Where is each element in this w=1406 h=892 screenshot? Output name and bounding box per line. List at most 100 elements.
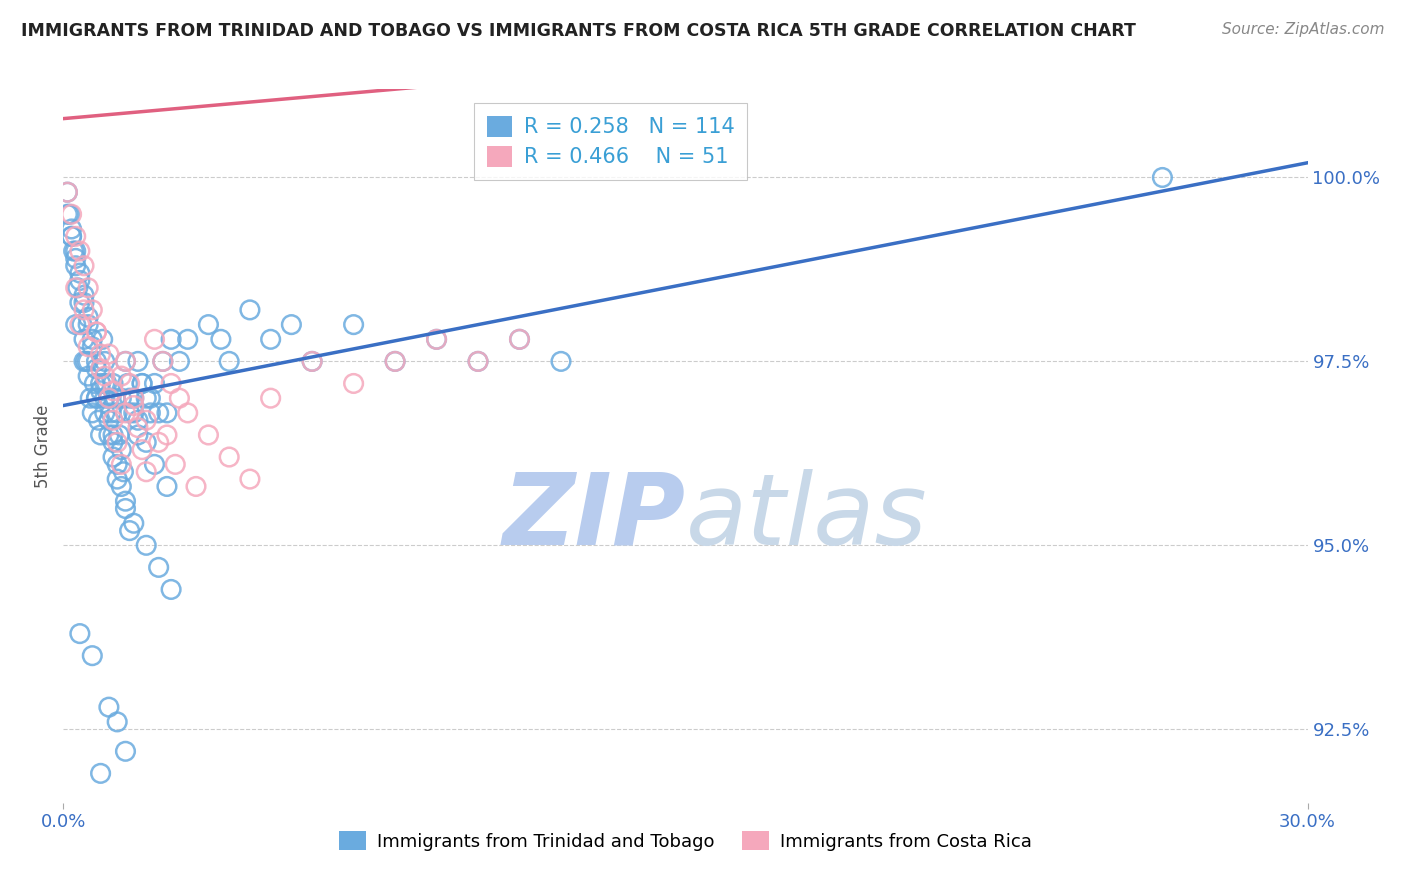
Point (105, 714, 128, 729)
Point (60, 207, 83, 221)
Text: IMMIGRANTS FROM TRINIDAD AND TOBAGO VS IMMIGRANTS FROM COSTA RICA 5TH GRADE CORR: IMMIGRANTS FROM TRINIDAD AND TOBAGO VS I… (21, 22, 1136, 40)
Point (82, 406, 104, 420)
Point (97, 700, 120, 714)
Point (83, 376, 105, 391)
Point (177, 332, 200, 346)
Point (131, 442, 153, 457)
Point (90, 384, 112, 398)
Point (301, 354, 323, 368)
Point (60, 229, 83, 244)
Point (65, 244, 87, 258)
Point (110, 391, 132, 405)
Point (467, 354, 489, 368)
Point (114, 744, 136, 758)
Point (197, 318, 219, 332)
Point (143, 458, 166, 472)
Point (160, 582, 183, 597)
Point (73, 259, 96, 273)
Point (160, 376, 183, 391)
Point (117, 376, 139, 391)
Point (105, 406, 128, 420)
Point (139, 391, 162, 405)
Point (127, 354, 149, 368)
Point (122, 516, 145, 531)
Point (65, 281, 87, 295)
Point (209, 332, 232, 346)
Point (69, 266, 91, 280)
Point (184, 479, 207, 493)
Point (110, 479, 132, 493)
Point (77, 354, 100, 368)
Point (131, 376, 153, 391)
Point (101, 413, 124, 427)
Point (239, 472, 262, 486)
Point (77, 340, 100, 354)
Point (118, 406, 141, 420)
Point (260, 332, 283, 346)
Point (86, 325, 108, 339)
Point (65, 229, 87, 244)
Text: ZIP: ZIP (502, 469, 686, 566)
Point (82, 648, 104, 663)
Point (114, 354, 136, 368)
Point (86, 391, 108, 405)
Point (135, 435, 157, 450)
Point (384, 354, 406, 368)
Point (114, 354, 136, 368)
Point (343, 318, 366, 332)
Point (131, 376, 153, 391)
Point (550, 354, 572, 368)
Point (177, 406, 200, 420)
Point (509, 332, 531, 346)
Point (169, 354, 191, 368)
Point (105, 458, 128, 472)
Point (77, 281, 100, 295)
Point (87, 413, 110, 427)
Point (135, 413, 157, 427)
Point (122, 391, 145, 405)
Point (73, 302, 96, 317)
Point (86, 325, 108, 339)
Point (60, 229, 83, 244)
Point (118, 376, 141, 391)
Point (101, 428, 124, 442)
Point (56, 185, 79, 199)
Point (97, 413, 120, 427)
Point (509, 332, 531, 346)
Point (75, 354, 97, 368)
Point (77, 318, 100, 332)
Point (280, 318, 302, 332)
Point (100, 406, 122, 420)
Point (93, 376, 115, 391)
Point (160, 332, 183, 346)
Point (114, 406, 136, 420)
Point (65, 318, 87, 332)
Point (301, 354, 323, 368)
Point (86, 354, 108, 368)
Point (82, 340, 104, 354)
Point (58, 207, 80, 221)
Point (97, 391, 120, 405)
Point (114, 501, 136, 516)
Point (101, 450, 124, 464)
Point (143, 332, 166, 346)
Point (90, 376, 112, 391)
Point (70, 318, 93, 332)
Point (135, 538, 157, 552)
Point (112, 465, 135, 479)
Point (69, 295, 91, 310)
Point (467, 354, 489, 368)
Point (90, 347, 112, 361)
Point (148, 560, 170, 574)
Point (122, 391, 145, 405)
Point (97, 391, 120, 405)
Point (343, 376, 366, 391)
Point (101, 435, 124, 450)
Point (73, 288, 96, 302)
Point (90, 361, 112, 376)
Point (101, 376, 124, 391)
Point (65, 259, 87, 273)
Point (152, 354, 174, 368)
Point (218, 450, 240, 464)
Point (169, 391, 191, 405)
